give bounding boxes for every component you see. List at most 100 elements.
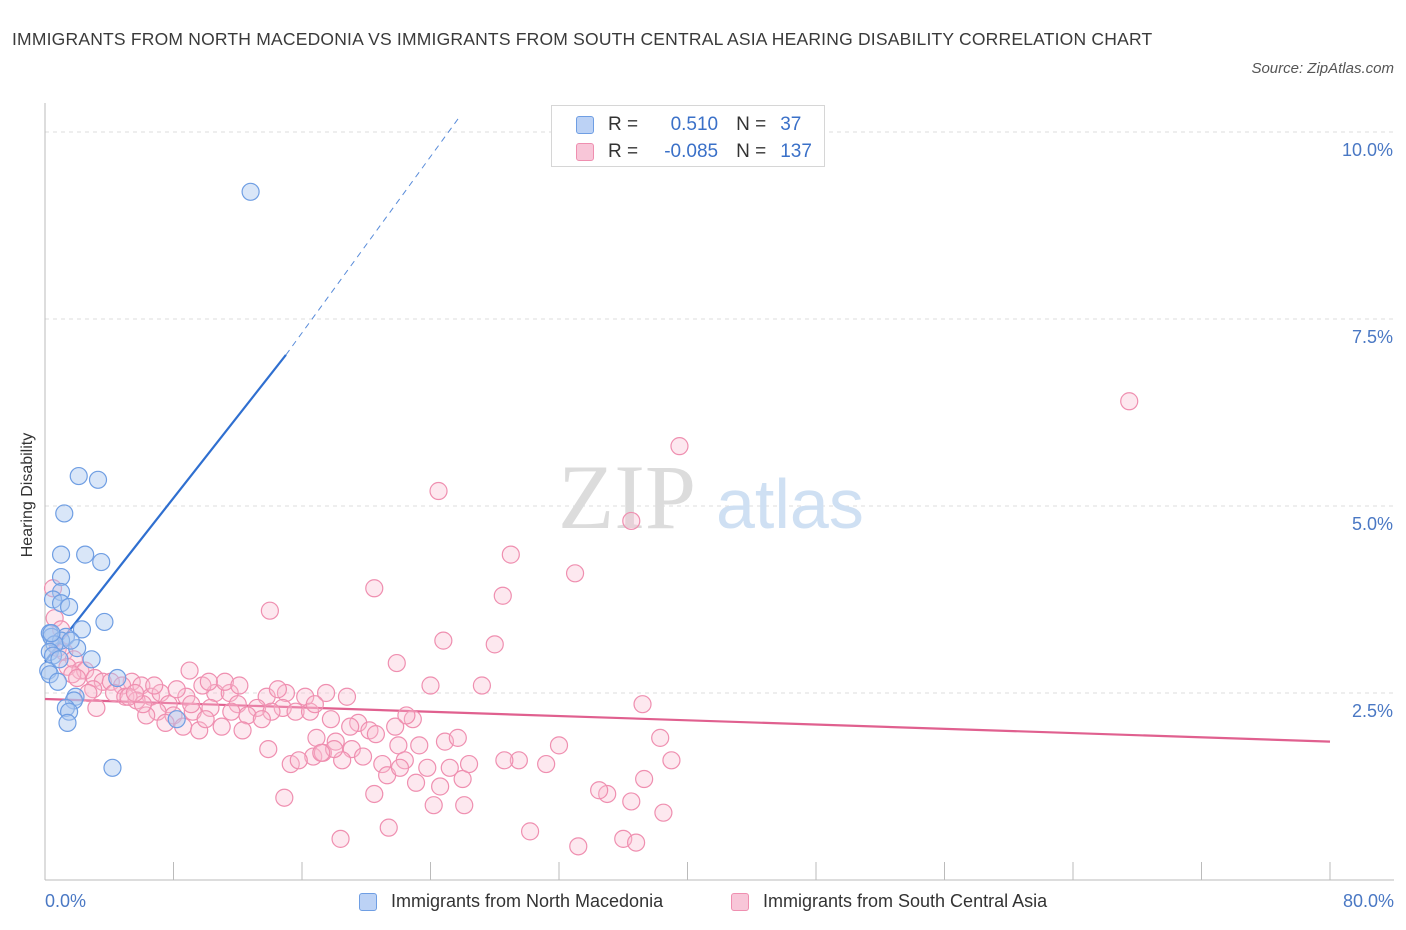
pink-point: [406, 773, 426, 792]
pink-point: [247, 698, 267, 718]
pink-point: [565, 564, 585, 583]
pink-point: [366, 725, 385, 744]
legend-item-south-central-asia[interactable]: Immigrants from South Central Asia: [731, 891, 1047, 912]
pink-point: [230, 676, 249, 695]
pink-point: [259, 739, 278, 759]
pink-point: [326, 732, 345, 751]
x-tick-label-min: 0.0%: [45, 891, 87, 911]
pink-point: [122, 672, 141, 691]
pink-point: [104, 683, 124, 703]
y-tick-label: 10.0%: [1342, 140, 1393, 160]
pink-point: [215, 672, 234, 691]
pink-point: [312, 743, 331, 762]
n-value: 37: [780, 114, 802, 135]
pink-point: [87, 698, 106, 718]
data-points: [39, 182, 1139, 856]
blue-point: [50, 650, 69, 669]
n-label: N =: [736, 114, 767, 135]
pink-point: [410, 736, 429, 755]
blue-point: [51, 545, 71, 564]
pink-point: [390, 758, 410, 777]
pink-point: [537, 754, 556, 774]
stats-row-south-central-asia: R = -0.085 N = 137: [576, 139, 812, 165]
pink-point: [196, 710, 215, 729]
blue-swatch: [576, 116, 594, 134]
watermark-zip: ZIP: [558, 446, 696, 548]
pink-point: [626, 833, 646, 852]
pink-point: [167, 680, 186, 699]
pink-point: [397, 706, 416, 725]
pink-point: [212, 717, 231, 736]
blue-point: [58, 713, 77, 733]
pink-point: [440, 758, 459, 777]
blue-point: [51, 567, 71, 587]
pink-point: [549, 736, 569, 755]
pink-point: [260, 601, 279, 620]
blue-point: [76, 545, 95, 564]
pink-point: [316, 683, 336, 703]
legend-label: Immigrants from North Macedonia: [391, 891, 664, 911]
pink-point: [156, 713, 175, 733]
pink-point: [429, 481, 448, 501]
legend-item-north-macedonia[interactable]: Immigrants from North Macedonia: [359, 891, 663, 912]
blue-point: [48, 672, 67, 691]
pink-point: [137, 706, 156, 725]
pink-swatch: [576, 143, 594, 161]
pink-point: [337, 687, 357, 706]
pink-point: [365, 784, 384, 804]
blue-point: [88, 470, 108, 489]
pink-point: [68, 668, 87, 688]
series-legend: Immigrants from North Macedonia Immigran…: [0, 889, 1406, 915]
blue-point: [69, 466, 88, 486]
pink-point: [275, 788, 294, 807]
legend-swatch-pink: [731, 892, 749, 911]
blue-point: [61, 631, 80, 650]
stats-legend: R = 0.510 N = 37 R = -0.085 N = 137: [551, 105, 825, 167]
pink-point: [590, 781, 609, 800]
pink-point: [654, 803, 673, 822]
x-tick-label-max: 80.0%: [1342, 891, 1394, 911]
pink-point: [670, 437, 689, 456]
r-label: R =: [608, 114, 639, 135]
pink-point: [386, 717, 405, 736]
pink-point: [190, 721, 209, 740]
blue-point: [59, 597, 79, 617]
pink-point: [651, 728, 670, 747]
blue-point: [95, 612, 114, 632]
pink-point: [635, 769, 654, 789]
legend-label: Immigrants from South Central Asia: [763, 891, 1048, 911]
pink-point: [289, 751, 308, 770]
blue-point: [82, 650, 101, 669]
pink-point: [662, 751, 681, 770]
pink-point: [379, 818, 398, 837]
pink-point: [493, 586, 512, 605]
pink-point: [434, 631, 453, 650]
blue-point: [59, 702, 79, 721]
pink-point: [622, 792, 641, 811]
watermark-atlas: atlas: [716, 465, 864, 543]
stats-row-north-macedonia: R = 0.510 N = 37: [576, 112, 801, 138]
r-value: -0.085: [664, 141, 719, 162]
pink-point: [252, 710, 271, 729]
trend-lines: [44, 116, 1331, 743]
pink-point: [222, 702, 241, 721]
pink-point: [145, 676, 164, 695]
pink-point: [485, 635, 504, 654]
pink-point: [286, 702, 305, 721]
pink-point: [233, 721, 252, 740]
source-note: Source: ZipAtlas.com: [1251, 60, 1394, 77]
blue-point: [167, 710, 186, 729]
chart-title: IMMIGRANTS FROM NORTH MACEDONIA VS IMMIG…: [12, 29, 1153, 49]
pink-point: [353, 747, 373, 766]
pink-point: [1120, 392, 1139, 411]
pink-point: [569, 837, 588, 856]
pink-point: [509, 751, 528, 770]
blue-point: [42, 624, 61, 643]
pink-point: [331, 829, 350, 848]
gridlines: [45, 131, 1394, 694]
pink-point: [633, 695, 652, 714]
watermark: ZIP atlas: [558, 446, 864, 548]
pink-point: [424, 796, 443, 815]
pink-point: [520, 822, 540, 841]
